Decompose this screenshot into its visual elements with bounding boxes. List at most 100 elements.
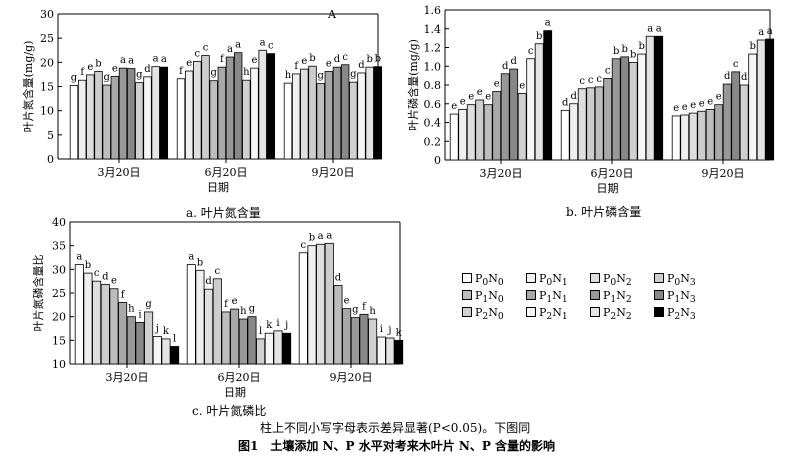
y-axis-label: 叶片氮磷含量比	[31, 255, 45, 332]
bar	[492, 91, 502, 161]
legend-label: P2N3	[667, 306, 696, 323]
bar	[526, 58, 536, 161]
bar-significance-label: d	[510, 56, 517, 67]
bar	[92, 280, 102, 365]
legend-label: P1N0	[475, 289, 504, 306]
bar-significance-label: c	[268, 41, 274, 52]
bar-significance-label: b	[309, 233, 315, 244]
bar-significance-label: g	[352, 305, 359, 316]
bar	[739, 84, 749, 161]
legend-label: P0N1	[539, 272, 568, 289]
legend-swatch	[590, 290, 600, 300]
bar-significance-label: b	[630, 50, 636, 61]
bar-significance-label: b	[638, 41, 644, 52]
bar-significance-label: d	[502, 61, 509, 72]
bar-significance-label: h	[369, 306, 376, 317]
legend-item: P2N3	[654, 306, 696, 322]
bar-significance-label: a	[758, 27, 764, 38]
bar-significance-label: l	[259, 326, 262, 337]
x-tick-label: 6月20日	[205, 166, 248, 179]
y-tick-label: 15	[52, 334, 66, 347]
legend-label: P1N1	[539, 289, 568, 306]
bar-significance-label: e	[716, 92, 722, 103]
bar	[458, 108, 468, 161]
bar-significance-label: a	[767, 26, 773, 37]
bar	[569, 103, 579, 161]
bar	[637, 53, 647, 161]
bar	[376, 336, 386, 365]
bar	[283, 82, 293, 160]
bar	[385, 337, 395, 365]
bar-significance-label: e	[112, 63, 118, 74]
bar	[161, 338, 171, 365]
bar-significance-label: b	[197, 257, 203, 268]
bar	[118, 302, 128, 365]
bar-significance-label: k	[396, 327, 403, 338]
bar-significance-label: e	[111, 276, 117, 287]
x-tick-label: 3月20日	[480, 167, 523, 180]
bar	[282, 332, 292, 365]
x-tick-label: 9月20日	[312, 166, 355, 179]
y-tick-label: 0.2	[424, 135, 442, 148]
y-tick-label: 0	[434, 154, 441, 167]
bar	[86, 74, 95, 160]
bar-significance-label: e	[344, 296, 350, 307]
bar	[100, 284, 110, 365]
bar-significance-label: f	[294, 61, 299, 72]
bar-significance-label: b	[536, 31, 542, 42]
bar	[324, 71, 334, 160]
bar	[94, 71, 103, 160]
bar	[152, 336, 162, 365]
bar	[509, 68, 519, 161]
bar-significance-label: e	[690, 100, 696, 111]
x-tick-label: 9月20日	[330, 371, 373, 384]
y-tick-label: 10	[52, 358, 66, 371]
bar-significance-label: h	[128, 304, 135, 315]
bar	[144, 311, 154, 365]
bar	[543, 30, 553, 161]
bar	[342, 308, 352, 365]
bar-significance-label: i	[276, 318, 279, 329]
bar-significance-label: e	[301, 56, 307, 67]
bar	[324, 242, 334, 365]
bar-significance-label: e	[699, 98, 705, 109]
y-tick-label: 0.8	[424, 79, 442, 92]
y-tick-label: 25	[52, 287, 66, 300]
bar-significance-label: a	[120, 55, 126, 66]
legend-item: P1N0	[462, 289, 504, 305]
bar	[748, 53, 758, 161]
bar-significance-label: a	[153, 54, 159, 65]
figure-title: 图1 土壤添加 N、P 水平对考来木叶片 N、P 含量的影响	[238, 439, 556, 453]
y-tick-label: 30	[40, 8, 54, 21]
legend-swatch	[462, 273, 472, 283]
bar	[135, 82, 144, 160]
bar	[373, 66, 383, 160]
legend-swatch	[590, 273, 600, 283]
bar	[298, 252, 308, 365]
bar-significance-label: e	[494, 79, 500, 90]
bar	[350, 317, 360, 365]
bar-significance-label: a	[647, 23, 653, 34]
bar-significance-label: j	[155, 324, 159, 335]
x-axis-label: 日期	[207, 181, 229, 194]
bar	[110, 75, 120, 160]
bar	[176, 78, 186, 160]
bar-significance-label: a	[227, 44, 233, 55]
bar-significance-label: b	[309, 53, 315, 64]
bar	[365, 66, 374, 160]
x-axis-label: 日期	[597, 182, 619, 195]
x-tick-label: 6月20日	[591, 167, 634, 180]
legend-swatch	[654, 307, 664, 317]
bar	[212, 278, 222, 365]
bar	[225, 56, 235, 160]
bar-significance-label: e	[477, 87, 483, 98]
y-tick-label: 1.2	[424, 42, 442, 55]
bar-significance-label: a	[161, 54, 167, 65]
legend-label: P0N0	[475, 272, 504, 289]
bar	[184, 70, 194, 160]
bar	[475, 99, 485, 161]
legend-label: P2N1	[539, 306, 568, 323]
y-tick-label: 30	[52, 263, 66, 276]
bar	[74, 264, 84, 365]
bar-significance-label: a	[326, 230, 332, 241]
